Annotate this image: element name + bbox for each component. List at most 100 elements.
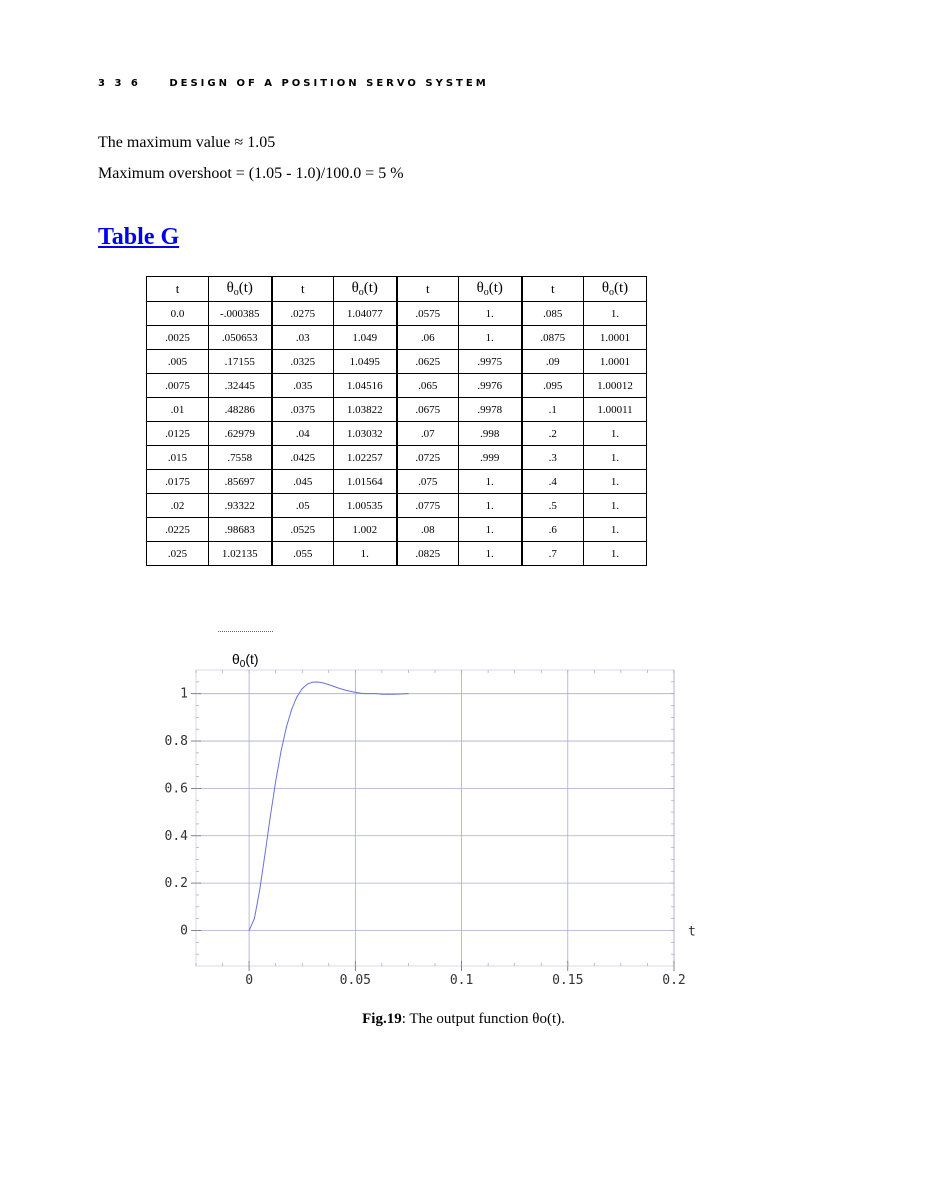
cell-t: .09 bbox=[521, 349, 584, 374]
cell-theta: 1.03822 bbox=[333, 397, 398, 422]
cell-theta: 1.01564 bbox=[333, 469, 398, 494]
x-tick-label: 0.1 bbox=[450, 973, 473, 988]
cell-t: .0775 bbox=[396, 493, 459, 518]
figure-label: Fig.19 bbox=[362, 1011, 402, 1027]
cell-t: .035 bbox=[271, 373, 334, 398]
cell-theta: .999 bbox=[458, 445, 523, 470]
y-tick-label: 1 bbox=[180, 687, 188, 702]
cell-theta: 1. bbox=[458, 541, 523, 566]
data-point bbox=[296, 696, 298, 698]
cell-theta: 1. bbox=[583, 469, 647, 494]
cell-theta: 1. bbox=[583, 517, 647, 542]
y-tick-label: 0 bbox=[180, 923, 188, 938]
data-point bbox=[344, 689, 346, 691]
table-body: 0.0 -.000385.0275 1.04077.0575 1. .085 1. .002… bbox=[146, 301, 647, 566]
x-tick-label: 0.15 bbox=[552, 973, 583, 988]
data-table: t θo(t) t θo(t) t θo(t) t θo(t) 0.0 -.000385.027… bbox=[146, 276, 647, 566]
cell-t: .0525 bbox=[271, 517, 334, 542]
cell-t: .03 bbox=[271, 325, 334, 350]
data-point bbox=[317, 681, 319, 683]
data-point bbox=[328, 684, 330, 686]
cell-theta: 1.0001 bbox=[583, 349, 647, 374]
x-tick-label: 0.05 bbox=[340, 973, 371, 988]
data-point bbox=[285, 726, 287, 729]
cell-theta: 1.0001 bbox=[583, 325, 647, 350]
cell-t: .4 bbox=[521, 469, 584, 494]
data-point bbox=[338, 687, 340, 689]
data-point bbox=[360, 692, 362, 694]
running-title: DESIGN OF A POSITION SERVO SYSTEM bbox=[169, 78, 489, 89]
cell-theta: 1.04516 bbox=[333, 373, 398, 398]
table-row: .025 1.02135.055 1. .0825 1. .7 1. bbox=[146, 541, 647, 566]
table-row: .0225.98683.0525 1.002.08 1. .6 1. bbox=[146, 517, 647, 542]
cell-theta: 1. bbox=[458, 325, 523, 350]
cell-t: .0175 bbox=[146, 469, 209, 494]
header-t: t bbox=[271, 276, 334, 302]
x-axis-label: t bbox=[688, 924, 696, 939]
cell-t: .06 bbox=[396, 325, 459, 350]
table-row: .0125.62979.04 1.03032.07.998.2 1. bbox=[146, 421, 647, 446]
cell-theta: 1.0495 bbox=[333, 349, 398, 374]
data-point bbox=[253, 917, 256, 920]
data-point bbox=[322, 682, 325, 684]
cell-theta: 1. bbox=[458, 301, 523, 326]
cell-theta: 1. bbox=[333, 541, 398, 566]
data-point bbox=[306, 683, 309, 685]
data-point bbox=[312, 681, 314, 683]
cell-t: .0225 bbox=[146, 517, 209, 542]
cell-t: .07 bbox=[396, 421, 459, 446]
cell-t: .0575 bbox=[396, 301, 459, 326]
cell-t: .7 bbox=[521, 541, 584, 566]
data-point bbox=[301, 688, 303, 690]
table-row: .0075.32445.035 1.04516.065.9976.095 1.000… bbox=[146, 373, 647, 398]
cell-t: .04 bbox=[271, 421, 334, 446]
y-tick-label: 0.2 bbox=[165, 876, 188, 891]
cell-theta: .050653 bbox=[208, 325, 273, 350]
figure-caption-text: : The output function θo(t). bbox=[401, 1011, 565, 1027]
cell-theta: .9976 bbox=[458, 373, 523, 398]
cell-theta: 1. bbox=[583, 445, 647, 470]
cell-theta: 1.02135 bbox=[208, 541, 273, 566]
cell-t: .05 bbox=[271, 493, 334, 518]
cell-theta: 1. bbox=[583, 421, 647, 446]
cell-theta: .85697 bbox=[208, 469, 273, 494]
table-row: .0025.050653.03 1.049.06 1. .0875 1.0001 bbox=[146, 325, 647, 350]
data-point bbox=[365, 693, 367, 695]
table-g-link[interactable]: Table G bbox=[98, 224, 180, 250]
cell-theta: .32445 bbox=[208, 373, 273, 398]
table-row: .005.17155.0325 1.0495.0625.9975.09 1.0001 bbox=[146, 349, 647, 374]
data-point bbox=[259, 889, 261, 891]
cell-t: .5 bbox=[521, 493, 584, 518]
cell-t: .025 bbox=[146, 541, 209, 566]
header-t: t bbox=[396, 276, 459, 302]
cell-t: .0025 bbox=[146, 325, 209, 350]
output-plot: 0 0.05 0.1 0.15 0.2 0 0.2 0.4 0.6 0.8 1 θ0(t) t bbox=[165, 651, 696, 988]
data-point bbox=[407, 693, 410, 695]
cell-theta: .998 bbox=[458, 421, 523, 446]
data-point bbox=[381, 693, 383, 695]
cell-t: .005 bbox=[146, 349, 209, 374]
data-point bbox=[370, 693, 372, 695]
cell-t: .075 bbox=[396, 469, 459, 494]
data-point bbox=[264, 853, 266, 855]
cell-theta: 1.00011 bbox=[583, 397, 647, 422]
y-tick-label: 0.4 bbox=[165, 829, 189, 844]
cell-t: .2 bbox=[521, 421, 584, 446]
data-point bbox=[333, 685, 335, 688]
cell-theta: 1. bbox=[458, 469, 523, 494]
cell-theta: 1.00535 bbox=[333, 493, 398, 518]
overshoot-text: Maximum overshoot = (1.05 - 1.0)/100.0 =… bbox=[98, 165, 404, 182]
cell-t: .0625 bbox=[396, 349, 459, 374]
y-tick-label: 0.6 bbox=[165, 781, 188, 796]
data-point bbox=[269, 815, 271, 817]
table-row: .0175.85697.045 1.01564.075 1. .4 1. bbox=[146, 469, 647, 494]
cell-theta: 1.049 bbox=[333, 325, 398, 350]
data-point bbox=[291, 708, 293, 711]
cell-t: .0825 bbox=[396, 541, 459, 566]
y-axis-label: θ0(t) bbox=[232, 651, 259, 670]
cell-t: .0125 bbox=[146, 421, 209, 446]
data-point bbox=[248, 929, 250, 932]
running-head: 3 3 6 DESIGN OF A POSITION SERVO SYSTEM bbox=[98, 78, 489, 89]
cell-theta: .7558 bbox=[208, 445, 273, 470]
figure-caption: Fig.19: The output function θo(t). bbox=[0, 1011, 927, 1028]
